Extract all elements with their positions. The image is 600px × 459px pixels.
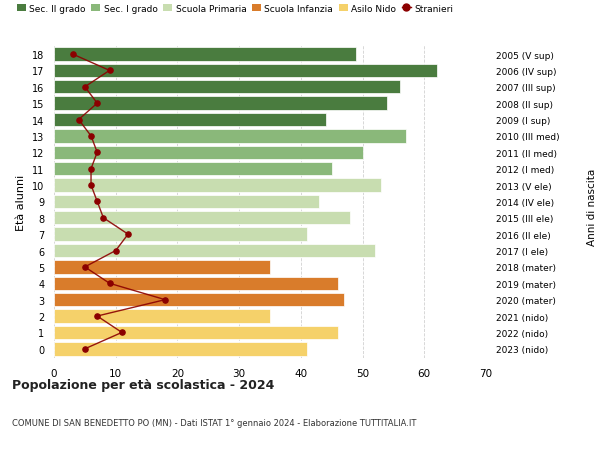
Bar: [54, 97, 387, 111]
Bar: [54, 130, 406, 143]
Point: [86, 182, 96, 189]
Point: [98, 215, 108, 222]
Point: [92, 149, 102, 157]
Point: [105, 280, 115, 287]
Y-axis label: Età alunni: Età alunni: [16, 174, 26, 230]
Text: COMUNE DI SAN BENEDETTO PO (MN) - Dati ISTAT 1° gennaio 2024 - Elaborazione TUTT: COMUNE DI SAN BENEDETTO PO (MN) - Dati I…: [12, 418, 416, 427]
Bar: [54, 113, 326, 127]
Bar: [54, 195, 319, 209]
Point: [86, 133, 96, 140]
Text: Anni di nascita: Anni di nascita: [587, 168, 597, 245]
Point: [105, 67, 115, 75]
Bar: [54, 293, 344, 307]
Bar: [54, 65, 437, 78]
Legend: Sec. II grado, Sec. I grado, Scuola Primaria, Scuola Infanzia, Asilo Nido, Stran: Sec. II grado, Sec. I grado, Scuola Prim…: [17, 5, 454, 13]
Point: [74, 117, 83, 124]
Point: [80, 263, 89, 271]
Bar: [54, 212, 350, 225]
Point: [123, 231, 133, 238]
Bar: [54, 81, 400, 94]
Bar: [54, 162, 332, 176]
Point: [80, 345, 89, 353]
Point: [68, 51, 77, 59]
Bar: [54, 179, 381, 192]
Point: [80, 84, 89, 91]
Point: [92, 198, 102, 206]
Point: [92, 313, 102, 320]
Bar: [54, 261, 270, 274]
Bar: [54, 228, 307, 241]
Point: [92, 100, 102, 107]
Bar: [54, 146, 362, 160]
Bar: [54, 342, 307, 356]
Bar: [54, 48, 356, 62]
Point: [160, 297, 170, 304]
Text: Popolazione per età scolastica - 2024: Popolazione per età scolastica - 2024: [12, 379, 274, 392]
Point: [86, 166, 96, 173]
Bar: [54, 244, 375, 257]
Point: [111, 247, 121, 255]
Bar: [54, 310, 270, 323]
Bar: [54, 277, 338, 291]
Point: [117, 329, 127, 336]
Bar: [54, 326, 338, 339]
